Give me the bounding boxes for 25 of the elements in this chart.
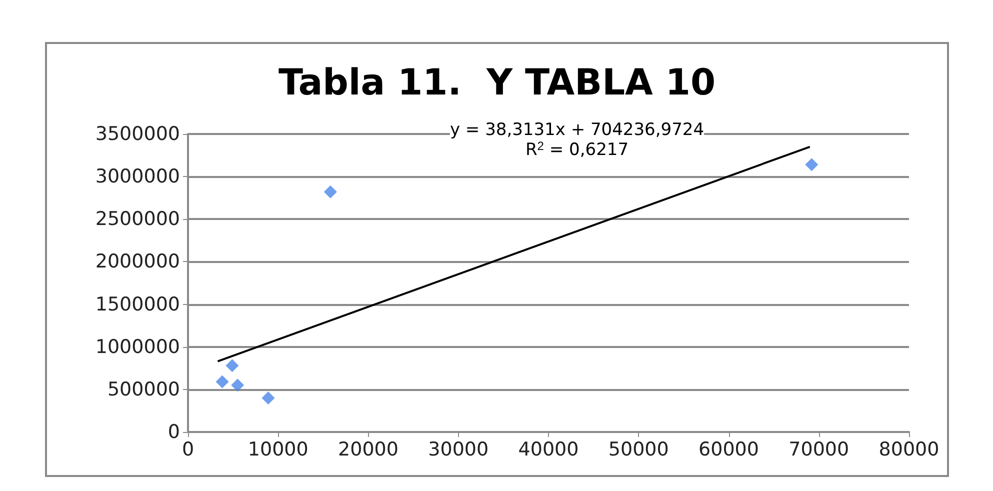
x-tick-label: 50000 (608, 438, 669, 460)
y-tick-label: 2500000 (95, 208, 180, 230)
point (216, 375, 229, 388)
y-tick-label: 0 (168, 421, 180, 443)
point (324, 185, 337, 198)
y-tick-label: 500000 (107, 378, 180, 400)
y-tick-label: 3500000 (95, 123, 180, 145)
x-tick-label: 80000 (878, 438, 940, 460)
chart-title: Tabla 11. Y TABLA 10 (278, 62, 716, 104)
y-tick-label: 1000000 (95, 336, 180, 358)
x-tick-label: 60000 (698, 438, 759, 460)
point (805, 158, 818, 172)
annotation: y = 38,3131x + 704236,9724 (450, 120, 704, 140)
x-tick-label: 40000 (518, 438, 579, 460)
x-tick-label: 10000 (248, 438, 308, 460)
x-tick-label: 70000 (788, 438, 850, 460)
y-tick-label: 3000000 (95, 166, 180, 188)
x-tick-label: 30000 (428, 438, 489, 460)
point (231, 378, 244, 392)
point (226, 359, 239, 372)
y-tick-label: 2000000 (95, 250, 180, 273)
point (262, 391, 275, 404)
x-tick-label: 0 (182, 438, 194, 460)
y-tick-label: 1500000 (95, 293, 180, 316)
x-tick-label: 20000 (338, 438, 398, 460)
